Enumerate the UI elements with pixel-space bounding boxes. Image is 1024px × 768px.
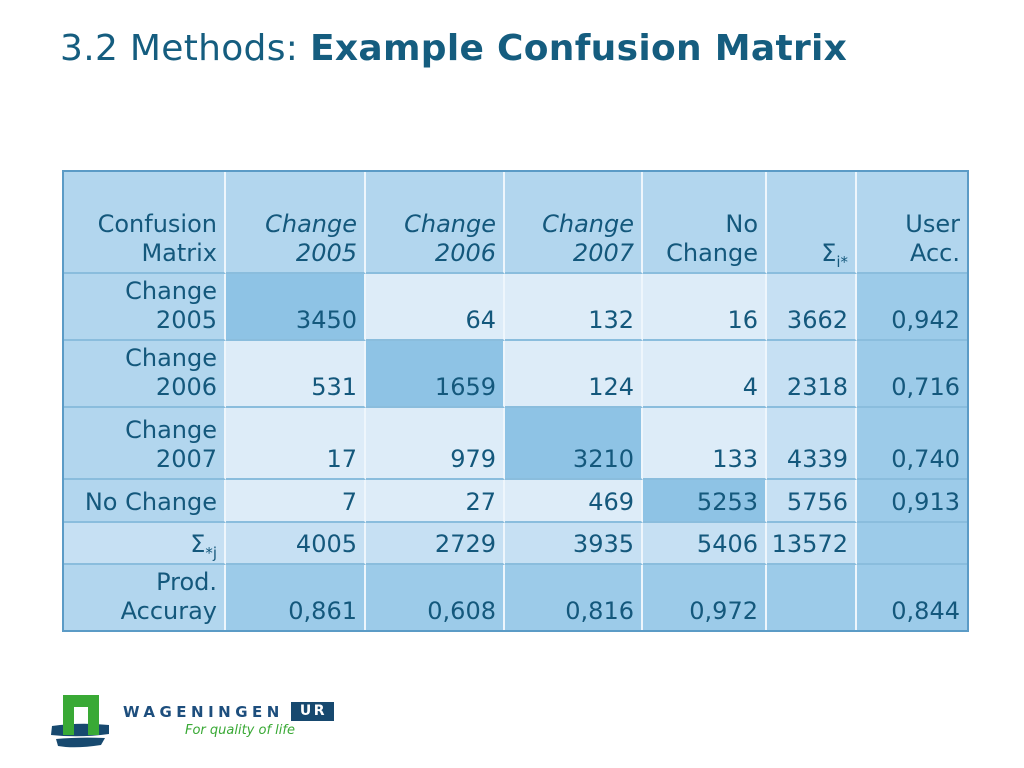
sigma-subscript: *j xyxy=(205,544,217,562)
matrix-cell: 133 xyxy=(643,408,767,480)
col-header-change-2006: Change 2006 xyxy=(366,172,505,274)
row-header-prod-accuracy: Prod. Accuray xyxy=(64,565,226,630)
sigma-symbol: Σ xyxy=(190,530,206,559)
matrix-cell: 1659 xyxy=(366,341,505,408)
table-row: Change 2005 3450 64 132 16 3662 0,942 xyxy=(64,274,967,341)
table-row: Change 2007 17 979 3210 133 4339 0,740 xyxy=(64,408,967,480)
col-sum-cell: 5406 xyxy=(643,523,767,565)
prod-acc-cell: 0,972 xyxy=(643,565,767,630)
table-row: Prod. Accuray 0,861 0,608 0,816 0,972 0,… xyxy=(64,565,967,630)
empty-cell xyxy=(767,565,857,630)
table-row: Σ*j 4005 2729 3935 5406 13572 xyxy=(64,523,967,565)
col-sum-cell: 3935 xyxy=(505,523,643,565)
col-sum-cell: 2729 xyxy=(366,523,505,565)
user-acc-cell: 0,913 xyxy=(857,480,967,523)
empty-cell xyxy=(857,523,967,565)
matrix-cell: 124 xyxy=(505,341,643,408)
row-header-no-change: No Change xyxy=(64,480,226,523)
matrix-cell: 27 xyxy=(366,480,505,523)
matrix-cell: 5253 xyxy=(643,480,767,523)
prod-acc-cell: 0,816 xyxy=(505,565,643,630)
row-sum-cell: 2318 xyxy=(767,341,857,408)
user-acc-cell: 0,716 xyxy=(857,341,967,408)
col-header-change-2005: Change 2005 xyxy=(226,172,366,274)
total-sum-cell: 13572 xyxy=(767,523,857,565)
corner-header-cell: Confusion Matrix xyxy=(64,172,226,274)
col-header-row-sum: Σi* xyxy=(767,172,857,274)
prod-acc-cell: 0,861 xyxy=(226,565,366,630)
confusion-matrix-table: Confusion Matrix Change 2005 Change 2006… xyxy=(62,170,969,632)
overall-acc-cell: 0,844 xyxy=(857,565,967,630)
matrix-cell: 531 xyxy=(226,341,366,408)
matrix-cell: 16 xyxy=(643,274,767,341)
row-sum-cell: 5756 xyxy=(767,480,857,523)
matrix-cell: 17 xyxy=(226,408,366,480)
prod-acc-cell: 0,608 xyxy=(366,565,505,630)
user-acc-cell: 0,942 xyxy=(857,274,967,341)
row-header-change-2005: Change 2005 xyxy=(64,274,226,341)
title-prefix: 3.2 Methods: xyxy=(60,28,310,69)
wageningen-gate-icon xyxy=(51,695,109,748)
matrix-cell: 132 xyxy=(505,274,643,341)
wageningen-logo: WAGENINGEN UR For quality of life xyxy=(50,693,334,751)
col-header-no-change: No Change xyxy=(643,172,767,274)
user-acc-cell: 0,740 xyxy=(857,408,967,480)
row-header-change-2006: Change 2006 xyxy=(64,341,226,408)
matrix-cell: 3210 xyxy=(505,408,643,480)
col-header-change-2007: Change 2007 xyxy=(505,172,643,274)
page-title: 3.2 Methods: Example Confusion Matrix xyxy=(60,28,847,69)
sigma-symbol: Σ xyxy=(821,239,837,268)
row-header-change-2007: Change 2007 xyxy=(64,408,226,480)
matrix-cell: 469 xyxy=(505,480,643,523)
wageningen-wordmark: WAGENINGEN xyxy=(123,702,284,721)
title-emphasis: Example Confusion Matrix xyxy=(309,28,848,69)
table-header-row: Confusion Matrix Change 2005 Change 2006… xyxy=(64,172,967,274)
logo-text: WAGENINGEN UR For quality of life xyxy=(123,693,334,738)
row-sum-cell: 4339 xyxy=(767,408,857,480)
table-row: Change 2006 531 1659 124 4 2318 0,716 xyxy=(64,341,967,408)
matrix-cell: 64 xyxy=(366,274,505,341)
sigma-subscript: i* xyxy=(836,253,848,271)
col-header-user-acc: User Acc. xyxy=(857,172,967,274)
logo-tagline: For quality of life xyxy=(185,723,295,738)
matrix-cell: 979 xyxy=(366,408,505,480)
matrix-cell: 7 xyxy=(226,480,366,523)
row-sum-cell: 3662 xyxy=(767,274,857,341)
ur-badge: UR xyxy=(290,702,334,721)
col-sum-cell: 4005 xyxy=(226,523,366,565)
matrix-cell: 4 xyxy=(643,341,767,408)
table-row: No Change 7 27 469 5253 5756 0,913 xyxy=(64,480,967,523)
row-header-col-sum: Σ*j xyxy=(64,523,226,565)
matrix-cell: 3450 xyxy=(226,274,366,341)
